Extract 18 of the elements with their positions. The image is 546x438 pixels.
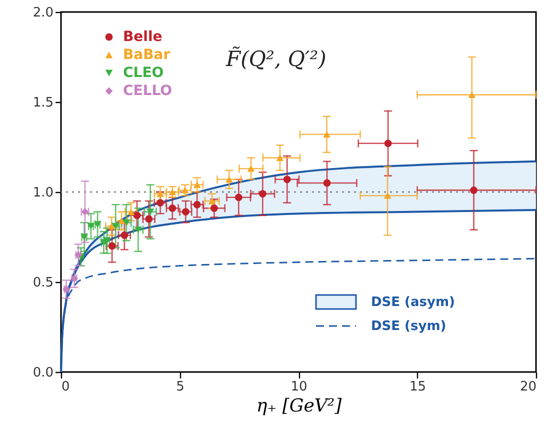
x-tick-label: 0 xyxy=(62,380,70,394)
legend-label: DSE (sym) xyxy=(371,319,446,334)
legend-label: BaBar xyxy=(123,47,170,63)
x-axis-title: η₊ [GeV²] xyxy=(256,396,343,416)
y-tick-label: 0.5 xyxy=(32,276,54,290)
x-tick-label: 10 xyxy=(290,380,308,394)
y-tick-label: 2.0 xyxy=(32,6,54,20)
legend-label: CELLO xyxy=(123,83,172,99)
y-tick-label: 1.0 xyxy=(32,186,54,200)
legend-label: DSE (asym) xyxy=(371,295,455,310)
x-tick-label: 5 xyxy=(176,380,184,394)
annotation: F̃(Q², Q′²) xyxy=(225,46,326,71)
legend-label: Belle xyxy=(123,29,162,45)
x-tick-label: 15 xyxy=(409,380,426,394)
x-tick-label: 20 xyxy=(520,380,536,394)
legend-label: CLEO xyxy=(123,65,164,81)
y-tick-label: 1.5 xyxy=(32,96,54,110)
y-tick-label: 0.0 xyxy=(32,366,54,380)
